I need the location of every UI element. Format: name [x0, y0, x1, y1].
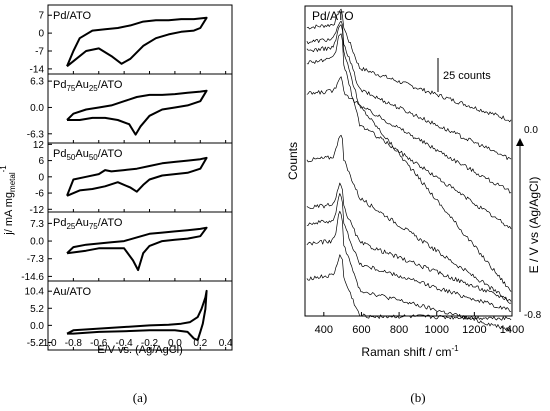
cv-ytick-label: -14: [30, 64, 45, 75]
cv-panel: 6.3 0.0 -6.3 Pd75Au25/ATO: [27, 73, 233, 144]
raman-title: Pd/ATO: [312, 9, 354, 23]
cv-ytick-label: 0.0: [30, 321, 44, 332]
cv-trace: [66, 289, 208, 342]
potential-axis-label: E / V vs (Ag/AgCl): [527, 177, 541, 274]
raman-trace: [306, 33, 512, 230]
raman-trace: [306, 182, 512, 302]
cv-ytick-label: 5.2: [30, 304, 44, 315]
raman-ylabel: Counts: [286, 142, 300, 180]
raman-xtick-label: 400: [315, 324, 333, 336]
cv-ytick-label: -7.3: [27, 254, 45, 265]
cv-xtick-label: 0.4: [219, 338, 233, 349]
cv-panel: 7 0 -7 -14 Pd/ATO: [30, 4, 233, 75]
raman-trace: [306, 210, 512, 332]
cv-ytick-label: 0: [38, 29, 44, 40]
cv-ytick-label: 6: [38, 156, 44, 167]
raman-xticks: 400 600 800 1000 1200 1400: [315, 312, 524, 336]
cv-panel: 7.3 0.0 -7.3 -14.6 Pd25Au75/ATO: [21, 211, 233, 283]
raman-frame: [304, 5, 513, 317]
raman-chart: 400 600 800 1000 1200 1400 Pd/ATO 25 counts C…: [286, 5, 542, 405]
raman-trace: [306, 20, 512, 160]
cv-xtick-label: -0.6: [90, 338, 108, 349]
cv-panel: 10.4 5.2 0.0 -5.2 Au/ATO: [25, 280, 233, 351]
cv-xtick-label: -1.0: [39, 338, 57, 349]
cv-ytick-label: 0.0: [30, 237, 44, 248]
raman-traces: [306, 8, 512, 332]
cv-ytick-label: -6.3: [27, 129, 45, 140]
cv-ytick-label: -5.2: [27, 338, 45, 349]
cv-ytick-label: 10.4: [25, 287, 45, 298]
cv-ytick-label: -6: [35, 189, 44, 200]
cv-ytick-label: -12: [30, 205, 45, 216]
cv-trace: [66, 89, 208, 136]
cv-panels: 7 0 -7 -14 Pd/ATO 6.3 0.0 -6.3 Pd75Au25/ATO 12 6 0 -…: [21, 4, 233, 351]
cv-xtick-label: -0.2: [141, 338, 159, 349]
raman-xlabel: Raman shift / cm-1: [361, 344, 459, 359]
cv-xtick-label: 0.2: [193, 338, 207, 349]
cv-panel-label: Pd75Au25/ATO: [53, 79, 123, 93]
cv-panel-frame: [47, 280, 233, 351]
raman-xtick-label: 600: [352, 324, 370, 336]
cv-panel-label: Au/ATO: [53, 286, 92, 298]
raman-trace: [306, 254, 512, 321]
cv-panel-label: Pd/ATO: [53, 10, 92, 22]
cv-ytick-label: 7: [38, 11, 44, 22]
raman-trace: [306, 193, 512, 313]
cv-panel: 12 6 0 -6 -12 Pd50Au50/ATO: [30, 140, 233, 216]
cv-trace: [66, 16, 208, 68]
potential-arrow-head: [516, 138, 524, 146]
cv-ytick-label: 6.3: [30, 77, 44, 88]
potential-bottom-tick: -0.8: [524, 310, 542, 321]
cv-xtick-label: -0.8: [65, 338, 83, 349]
raman-xtick-label: 1200: [462, 324, 486, 336]
raman-trace: [306, 24, 512, 194]
cv-ytick-label: -7: [35, 47, 44, 58]
potential-top-tick: 0.0: [524, 125, 538, 136]
cv-ytick-label: 7.3: [30, 219, 44, 230]
cv-axis-labels: E/V vs. (Ag/AgCl) j/ mA mgmetal-1 (a): [0, 165, 183, 405]
caption-a: (a): [133, 390, 147, 405]
cv-ylabel: j/ mA mgmetal-1: [0, 165, 17, 236]
raman-trace: [306, 8, 512, 123]
raman-xtick-label: 800: [390, 324, 408, 336]
cv-trace: [66, 156, 208, 197]
cv-xtick-label: -0.4: [116, 338, 134, 349]
scale-bar-label: 25 counts: [443, 70, 491, 82]
cv-xtick-label: 0.0: [168, 338, 182, 349]
cv-trace: [66, 226, 208, 272]
cv-ytick-label: 12: [33, 140, 45, 151]
cv-panel-label: Pd50Au50/ATO: [53, 148, 123, 162]
cv-panel-label: Pd25Au75/ATO: [53, 217, 123, 231]
cv-ytick-label: 0: [38, 172, 44, 183]
caption-b: (b): [410, 390, 425, 405]
raman-trace: [306, 76, 512, 292]
cv-ytick-label: 0.0: [30, 103, 44, 114]
cv-xlabel: E/V vs. (Ag/AgCl): [97, 344, 183, 356]
cv-xtick-labels: -1.0 -0.8 -0.6 -0.4 -0.2 0.0 0.2 0.4: [39, 338, 233, 349]
cv-ytick-label: -14.6: [21, 272, 44, 283]
raman-xtick-label: 1000: [424, 324, 448, 336]
raman-xtick-label: 1400: [500, 324, 524, 336]
raman-trace: [306, 134, 512, 304]
